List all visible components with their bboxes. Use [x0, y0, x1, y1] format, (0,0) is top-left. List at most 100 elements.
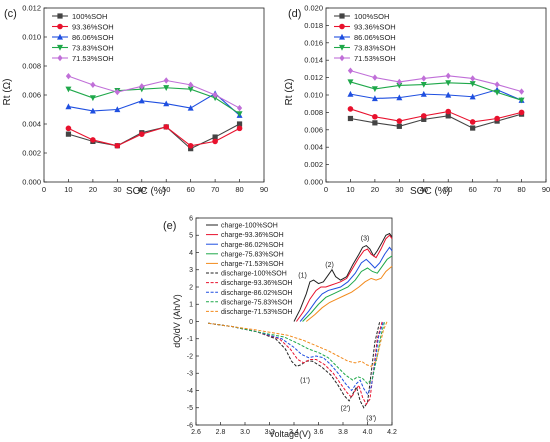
y-tick-label-c-5: 0.010 — [22, 33, 41, 42]
y-axis-label-e: dQ/dV (Ah/V) — [172, 294, 182, 348]
peak-annotation-e-3: (1') — [300, 378, 310, 385]
legend-label-d-1: 93.36%SOH — [354, 23, 396, 32]
series-line-d-0 — [350, 113, 522, 129]
x-tick-label-d-1: 10 — [346, 185, 354, 194]
y-tick-label-c-6: 0.012 — [22, 4, 41, 13]
legend-label-e-8: discharge-75.83%SOH — [221, 299, 293, 306]
x-tick-label-e-0: 2.6 — [191, 429, 201, 436]
panel-label-c: (c) — [4, 8, 17, 20]
data-point-d-2-5 — [469, 93, 476, 100]
chart-c: (c) Rt (Ω) SOC (%) 0 10 20 30 40 50 60 70 80 90 0.… — [2, 4, 268, 198]
x-tick-label-c-6: 60 — [186, 185, 194, 194]
peak-annotation-e-5: (3') — [366, 416, 376, 423]
panel-label-e: (e) — [163, 220, 176, 232]
y-tick-label-e-4: -2 — [187, 353, 193, 360]
data-point-c-1-0 — [65, 125, 72, 132]
data-point-d-3-5 — [469, 81, 476, 87]
x-tick-label-c-0: 0 — [42, 185, 46, 194]
data-point-d-2-2 — [396, 94, 403, 101]
legend-marker-c-4 — [57, 54, 63, 62]
data-point-c-4-3 — [139, 83, 145, 90]
legend-label-e-3: charge-75.83%SOH — [221, 251, 284, 258]
data-point-d-4-3 — [421, 75, 427, 82]
data-point-d-1-2 — [396, 118, 403, 124]
y-tick-label-e-10: 4 — [189, 250, 193, 257]
series-line-e-5 — [208, 321, 381, 409]
x-tick-label-c-7: 70 — [211, 185, 219, 194]
data-point-c-4-5 — [188, 81, 194, 89]
legend-marker-d-0 — [339, 13, 345, 19]
data-point-c-2-2 — [114, 106, 121, 113]
legend-label-c-3: 73.83%SOH — [72, 44, 114, 53]
legend-marker-c-0 — [57, 13, 63, 19]
legend-marker-d-3 — [339, 44, 345, 51]
data-point-d-3-7 — [518, 97, 525, 104]
y-tick-label-d-10: 0.020 — [304, 4, 323, 13]
x-tick-label-c-1: 10 — [64, 185, 72, 194]
series-line-e-6 — [208, 321, 383, 406]
peak-annotation-e-4: (2') — [340, 405, 350, 412]
data-point-d-1-3 — [420, 113, 427, 119]
y-tick-label-c-3: 0.006 — [22, 91, 41, 100]
data-point-c-2-3 — [138, 97, 145, 104]
data-point-d-0-2 — [396, 123, 402, 129]
legend-marker-c-3 — [57, 44, 63, 51]
data-point-c-3-0 — [65, 86, 72, 93]
data-point-c-0-0 — [65, 131, 72, 137]
data-point-c-4-1 — [90, 81, 96, 89]
y-tick-label-d-0: 0.000 — [304, 178, 323, 187]
y-tick-label-e-11: 5 — [189, 233, 193, 240]
data-point-d-3-0 — [347, 79, 354, 86]
y-axis-label-c: Rt (Ω) — [2, 79, 13, 106]
data-point-d-0-0 — [347, 115, 354, 122]
data-point-c-1-3 — [138, 131, 145, 137]
x-tick-label-c-5: 50 — [162, 185, 170, 194]
series-line-c-0 — [68, 123, 240, 150]
data-point-c-2-4 — [163, 100, 170, 107]
data-point-c-1-6 — [212, 138, 218, 145]
legend-label-e-6: discharge-93.36%SOH — [221, 280, 293, 287]
data-point-d-2-4 — [445, 91, 452, 98]
x-axis-label-c: SOC (%) — [126, 186, 166, 197]
series-line-e-9 — [208, 321, 388, 367]
x-tick-label-d-8: 80 — [517, 185, 525, 194]
legend-marker-d-4 — [339, 54, 345, 62]
data-point-d-0-3 — [421, 116, 427, 122]
series-line-d-4 — [350, 70, 522, 93]
y-tick-label-c-1: 0.002 — [22, 149, 41, 158]
series-line-c-3 — [68, 87, 240, 115]
legend-label-d-0: 100%SOH — [354, 12, 389, 21]
series-line-d-1 — [350, 108, 522, 123]
data-point-d-1-6 — [494, 115, 500, 122]
chart-e: (e) dQ/dV (Ah/V) Voltage(V) 2.6 2.8 3.0 3.2… — [163, 215, 397, 439]
x-tick-label-e-7: 4.0 — [363, 429, 373, 436]
y-tick-label-e-7: 1 — [189, 302, 193, 309]
data-point-c-4-2 — [114, 88, 120, 96]
y-tick-label-d-5: 0.010 — [304, 91, 323, 100]
x-tick-label-d-3: 30 — [395, 185, 403, 194]
y-tick-label-c-4: 0.008 — [22, 62, 41, 71]
data-point-d-1-1 — [372, 113, 378, 120]
x-tick-label-c-9: 90 — [260, 185, 268, 194]
data-point-c-3-4 — [163, 85, 170, 91]
data-point-d-2-0 — [347, 90, 354, 97]
x-tick-label-e-2: 3.0 — [240, 429, 250, 436]
data-point-c-4-6 — [212, 91, 218, 99]
legend-label-c-0: 100%SOH — [72, 12, 107, 21]
y-tick-label-e-2: -4 — [187, 388, 193, 395]
data-point-c-4-7 — [236, 104, 243, 112]
legend-label-c-2: 86.06%SOH — [72, 33, 114, 42]
x-tick-label-e-4: 3.4 — [289, 429, 299, 436]
legend-label-e-0: charge-100%SOH — [221, 223, 278, 230]
series-line-e-2 — [299, 246, 393, 322]
x-tick-label-c-3: 30 — [113, 185, 121, 194]
y-tick-label-c-2: 0.004 — [22, 120, 41, 129]
data-point-c-1-5 — [187, 142, 194, 149]
data-point-d-0-1 — [372, 120, 378, 126]
peak-annotation-e-0: (1) — [298, 273, 307, 280]
x-tick-label-d-0: 0 — [324, 185, 328, 194]
y-tick-label-e-0: -6 — [187, 422, 193, 429]
series-line-e-3 — [302, 255, 393, 322]
y-tick-label-e-5: -1 — [187, 336, 193, 343]
